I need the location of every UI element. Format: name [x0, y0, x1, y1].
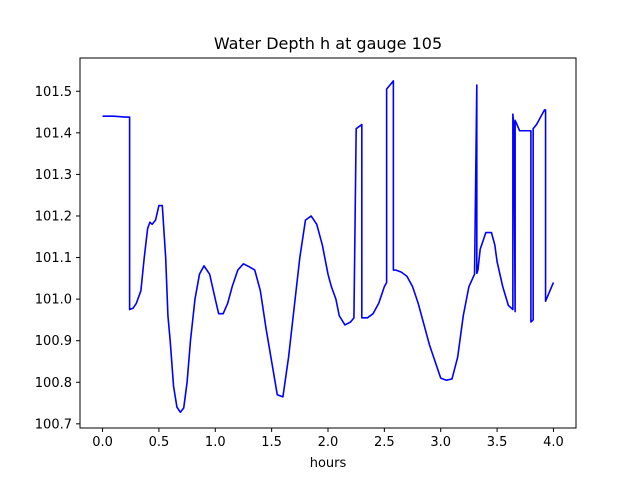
y-tick-label: 101.4: [35, 126, 72, 141]
x-tick-label: 3.0: [430, 435, 451, 450]
y-tick-label: 100.7: [35, 417, 72, 432]
y-tick-label: 100.8: [35, 376, 72, 391]
chart-title: Water Depth h at gauge 105: [214, 34, 442, 53]
plot-area: [79, 57, 577, 429]
y-tick-label: 101.2: [35, 209, 72, 224]
x-tick-label: 1.0: [205, 435, 226, 450]
x-tick-label: 1.5: [261, 435, 282, 450]
axes-frame: [79, 57, 577, 429]
series-line-0: [102, 80, 555, 414]
x-tick-label: 0.0: [92, 435, 113, 450]
y-tick-label: 101.1: [35, 251, 72, 266]
x-tick-label: 3.5: [487, 435, 508, 450]
y-axis: 100.7 100.8 100.9 101.0 101.1 101.2 101.3 101.4…: [35, 85, 80, 432]
x-axis: 0.0 0.5 1.0 1.5 2.0 2.5 3.0 3.5 4.0: [92, 428, 564, 450]
y-tick-label: 101.5: [35, 85, 72, 100]
y-tick-label: 100.9: [35, 334, 72, 349]
x-tick-label: 4.0: [543, 435, 564, 450]
x-tick-label: 0.5: [149, 435, 170, 450]
y-tick-label: 101.0: [35, 293, 72, 308]
y-tick-label: 101.3: [35, 168, 72, 183]
x-tick-label: 2.0: [318, 435, 339, 450]
x-axis-label: hours: [310, 456, 347, 471]
x-tick-label: 2.5: [374, 435, 395, 450]
